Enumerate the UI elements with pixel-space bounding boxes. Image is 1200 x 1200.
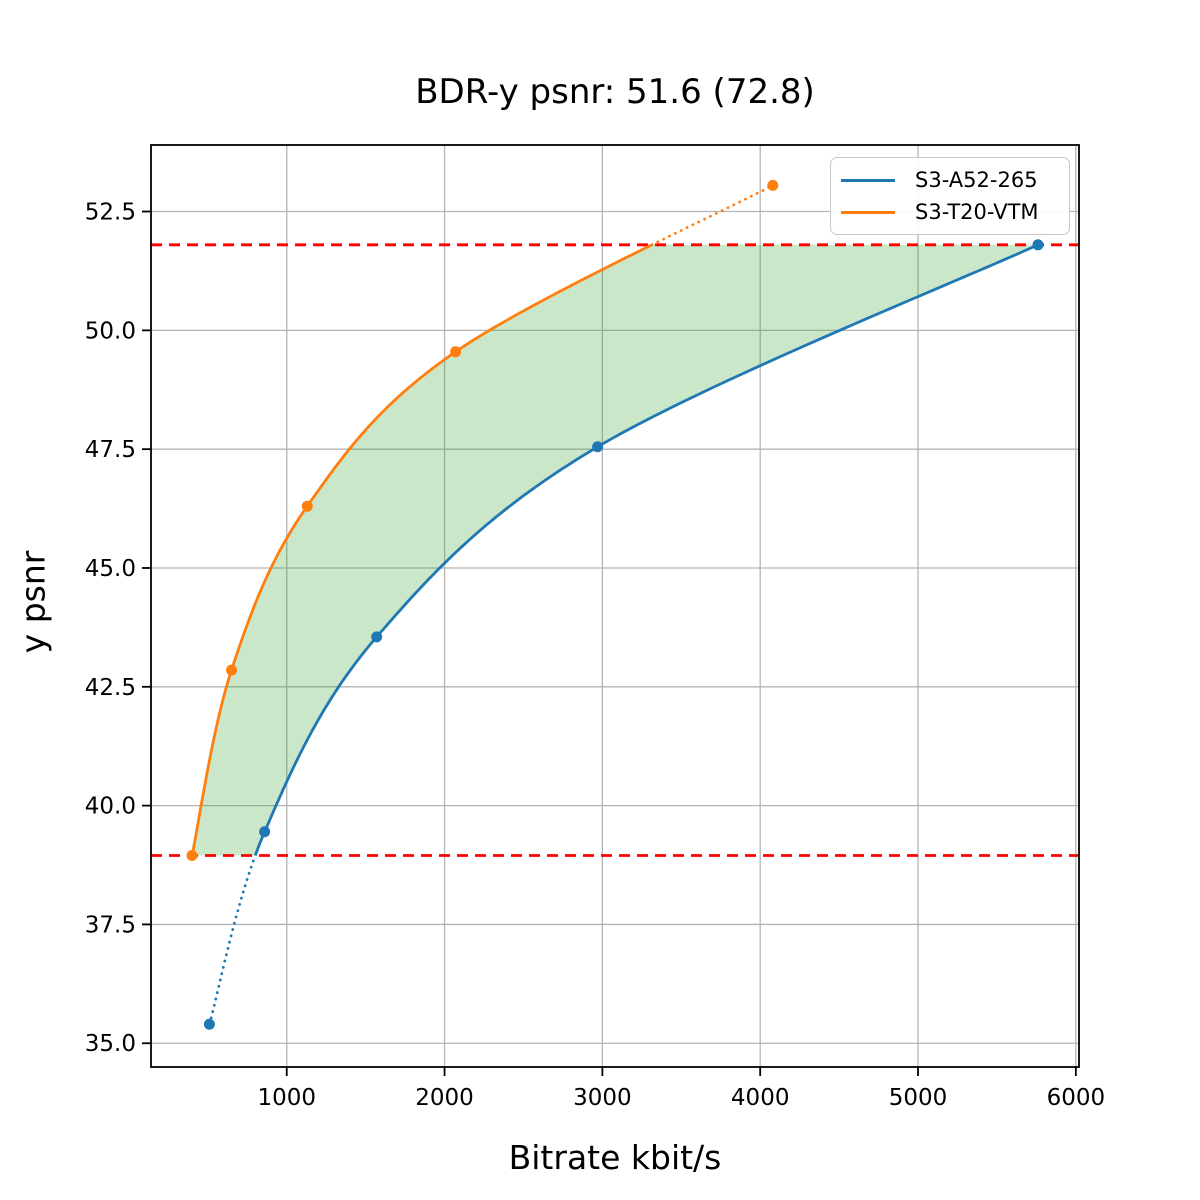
y-tick-label-52.5: 52.5: [85, 200, 136, 226]
series-curve-dotted-S3-A52-265: [207, 854, 257, 1026]
legend-item-1: S3-T20-VTM: [841, 200, 1057, 224]
data-point-S3-A52-265-1: [259, 826, 271, 838]
x-tick-label-1000: 1000: [257, 1085, 316, 1111]
y-tick-label-45: 45.0: [85, 556, 136, 582]
y-tick-label-50: 50.0: [85, 318, 136, 344]
data-point-S3-T20-VTM-2: [301, 500, 313, 512]
data-point-S3-T20-VTM-3: [450, 346, 462, 358]
x-tick-label-2000: 2000: [415, 1085, 474, 1111]
legend-line-sample-1: [841, 210, 895, 214]
data-point-S3-A52-265-0: [203, 1018, 215, 1030]
x-tick-label-3000: 3000: [573, 1085, 632, 1111]
legend-label-0: S3-A52-265: [915, 168, 1038, 192]
x-axis-label: Bitrate kbit/s: [508, 1138, 722, 1177]
legend-line-sample-0: [841, 178, 895, 182]
data-point-S3-T20-VTM-0: [186, 850, 198, 862]
x-tick-label-4000: 4000: [731, 1085, 790, 1111]
data-point-S3-A52-265-3: [592, 441, 604, 453]
y-tick-label-37.5: 37.5: [85, 912, 136, 938]
y-tick-label-35: 35.0: [85, 1031, 136, 1057]
bd-shaded-region: [192, 244, 1038, 856]
x-tick-label-6000: 6000: [1047, 1085, 1106, 1111]
legend: S3-A52-265 S3-T20-VTM: [830, 157, 1070, 235]
axes-frame: [150, 144, 1080, 1068]
series-curve-solid-S3-A52-265: [253, 243, 1039, 856]
legend-label-1: S3-T20-VTM: [915, 200, 1039, 224]
y-tick-label-47.5: 47.5: [85, 437, 136, 463]
y-tick-label-42.5: 42.5: [85, 675, 136, 701]
data-point-S3-A52-265-4: [1032, 239, 1044, 251]
data-point-S3-T20-VTM-1: [225, 664, 237, 676]
chart-title: BDR-y psnr: 51.6 (72.8): [415, 72, 815, 112]
data-point-S3-T20-VTM-4: [767, 179, 779, 191]
y-tick-label-40: 40.0: [85, 794, 136, 820]
data-point-S3-A52-265-2: [371, 631, 383, 643]
x-tick-label-5000: 5000: [889, 1085, 948, 1111]
y-axis-label: y psnr: [13, 550, 53, 654]
series-curve-dotted-S3-T20-VTM: [650, 184, 775, 247]
legend-item-0: S3-A52-265: [841, 168, 1057, 192]
